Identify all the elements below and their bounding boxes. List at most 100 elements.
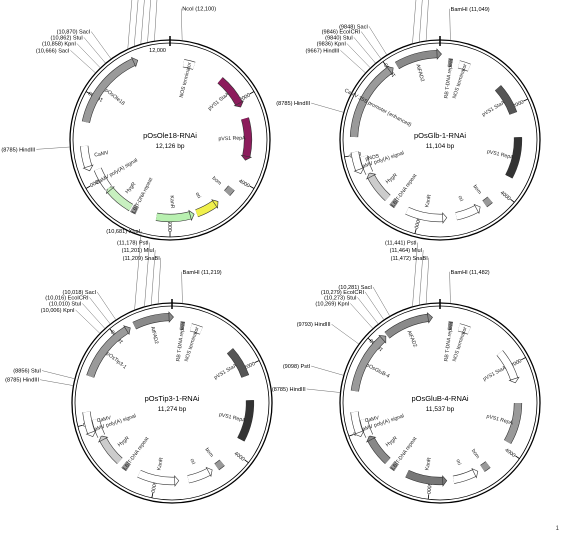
feature-camv <box>80 145 92 168</box>
position-tick <box>254 360 260 364</box>
feature-bom <box>224 185 235 196</box>
plasmid-name: pOsGlb-1-RNAi <box>414 131 466 140</box>
site-leader-line <box>151 250 156 306</box>
restriction-site-label-10-010-stui: (10,010) StuI <box>49 301 82 307</box>
feature-label-kanr: KanR <box>424 457 433 471</box>
feature-arrowhead <box>508 376 520 384</box>
site-leader-line <box>449 8 451 41</box>
feature-pvs1-repa <box>241 117 252 157</box>
feature-label-nos-terminator: NOS terminator <box>452 326 469 362</box>
feature-arrowhead <box>442 212 448 224</box>
feature-label-postip3-1: pOsTip3-1 <box>105 351 128 371</box>
feature-pnos <box>351 151 363 171</box>
restriction-site-label-8856-stui: (8856) StuI <box>13 369 41 375</box>
feature-label-nos-terminator: NOS terminator <box>179 62 194 99</box>
site-leader-line <box>134 231 142 311</box>
position-tick-label: 6000 <box>412 216 421 229</box>
restriction-site-label-9846-ecoicri: (9846) EcoICRI <box>322 30 361 36</box>
restriction-site-label-9098-psti: (9098) PstI <box>283 364 311 370</box>
feature-label-ori: ori <box>454 459 461 466</box>
position-tick <box>348 434 354 437</box>
position-tick <box>244 459 249 464</box>
site-leader-line <box>140 0 145 45</box>
feature-label-ori: ori <box>194 192 202 200</box>
site-leader-line <box>425 0 429 41</box>
site-leader-line <box>127 0 133 50</box>
feature-arrowhead <box>442 475 448 487</box>
site-leader-line <box>76 43 101 69</box>
position-tick <box>85 91 91 95</box>
feature-camv-35s-promoter-enhanced <box>350 67 392 138</box>
feature-kanr <box>405 470 443 485</box>
feature-label-atfad2: AtFAD2 <box>414 64 425 83</box>
feature-pvs1-repa <box>504 402 522 444</box>
feature-kanr <box>405 207 443 222</box>
restriction-site-label-11-464-mlui: (11,464) MluI <box>390 248 423 254</box>
position-tick-label: 4000 <box>499 190 512 202</box>
feature-label-pvs1-repa: pVS1 RepA <box>218 412 246 424</box>
feature-label-bom: bom <box>203 447 214 459</box>
site-leader-line <box>181 271 183 304</box>
restriction-site-label-11-209-snabi: (11,209) SnaBI <box>123 256 161 262</box>
position-tick-label: 2000 <box>238 92 251 103</box>
position-tick-label: 4000 <box>233 451 246 463</box>
position-tick <box>414 228 417 234</box>
site-leader-line <box>89 297 111 325</box>
feature-pvs1-staa <box>495 85 517 115</box>
feature-pvs1-repa <box>237 400 254 442</box>
position-tick <box>249 185 255 189</box>
plasmid-size: 11,104 bp <box>426 143 455 150</box>
plasmid-name: pOsGluB-4-RNAi <box>411 394 468 403</box>
site-leader-line <box>425 257 429 304</box>
position-tick <box>427 494 430 500</box>
position-tick-label: 8000 <box>88 177 101 188</box>
feature-arrowhead <box>98 435 109 443</box>
feature-label-atfad2: AtFAD2 <box>405 330 418 349</box>
restriction-site-label-9667-hindiii: (9667) HindIII <box>306 48 340 54</box>
feature-rb-t-dna-repeat <box>447 321 453 330</box>
site-leader-line <box>181 8 183 41</box>
feature-atfad2 <box>395 50 438 69</box>
site-leader-line <box>419 250 424 306</box>
site-leader-line <box>96 291 117 321</box>
position-tick-label: 6000 <box>166 220 172 232</box>
feature-arrowhead <box>426 312 433 324</box>
feature-arrowhead <box>205 466 213 478</box>
feature-arrowhead <box>353 430 365 437</box>
feature-camv-poly-a-signal <box>94 167 112 191</box>
restriction-site-label-8785-hindiii: (8785) HindIII <box>272 387 306 393</box>
restriction-site-label-11-441-psti: (11,441) PstI <box>385 241 417 247</box>
feature-arrowhead <box>240 154 253 161</box>
feature-label-kanr: KanR <box>156 457 165 471</box>
feature-label-lb-t-dna-repeat: LB T-DNA repeat <box>131 176 154 214</box>
restriction-site-label-8785-hindiii: (8785) HindIII <box>276 101 310 107</box>
restriction-site-label-11-178-psti: (11,178) PstI <box>117 241 149 247</box>
site-leader-line <box>144 242 150 307</box>
feature-label-hygr: HygR <box>385 172 399 185</box>
feature-posglub-4 <box>351 336 385 392</box>
restriction-site-label-8785-hindiii: (8785) HindIII <box>1 147 35 153</box>
feature-label-camv: CaMV <box>364 415 380 424</box>
site-leader-line <box>91 31 112 60</box>
feature-label-pvs1-staa: pVS1 StaA <box>482 365 508 383</box>
restriction-site-label-10-858-kpni: (10,858) KpnI <box>42 42 76 48</box>
feature-label-pvs1-repa: pVS1 RepA <box>486 149 514 161</box>
feature-arrowhead <box>105 186 115 195</box>
plasmid-map-posole18: pOsOle18-RNAi 12,126 bp 12,000 2000 4000 6000… <box>1 0 271 241</box>
restriction-site-label-11-201-mlui: (11,201) MluI <box>122 248 155 254</box>
feature-lb-t-dna-repeat <box>121 461 131 471</box>
feature-label-camv: CaMV <box>96 415 112 424</box>
feature-label-pvs1-staa: pVS1 StaA <box>213 363 238 381</box>
feature-arrowhead <box>471 467 479 479</box>
feature-label-hygr: HygR <box>117 435 131 448</box>
position-tick-label: 4000 <box>503 447 516 459</box>
feature-camv-poly-a-signal <box>360 418 373 438</box>
site-leader-line <box>368 26 388 56</box>
position-start-label: 12,000 <box>149 48 166 54</box>
feature-arrowhead <box>188 209 195 222</box>
feature-label-pvs1-staa: pVS1 StaA <box>207 91 231 112</box>
feature-arrowhead <box>436 48 442 60</box>
site-leader-line <box>311 365 344 376</box>
